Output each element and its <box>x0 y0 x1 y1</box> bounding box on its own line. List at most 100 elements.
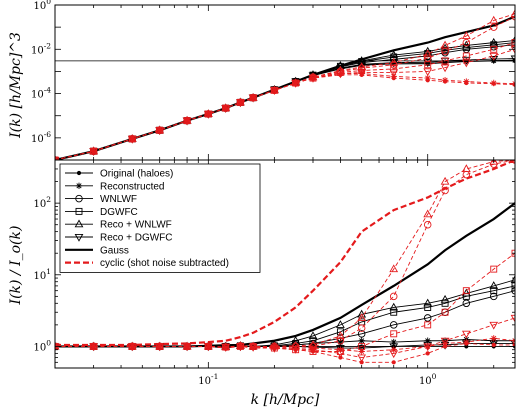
data-point <box>440 40 450 49</box>
series-line <box>55 58 515 160</box>
data-point <box>357 61 367 70</box>
data-point <box>90 343 97 350</box>
y-tick-label: 102 <box>33 195 51 210</box>
data-point <box>203 110 213 119</box>
data-point <box>390 338 397 346</box>
y-ticks <box>55 159 515 369</box>
data-point <box>248 94 258 103</box>
data-point <box>291 341 300 349</box>
data-point <box>424 74 431 82</box>
data-point <box>270 344 279 353</box>
series-1 <box>55 58 515 160</box>
data-point <box>236 343 245 352</box>
data-point <box>391 360 396 365</box>
data-point <box>182 117 192 126</box>
data-point <box>182 341 192 350</box>
data-point <box>423 298 433 307</box>
data-point <box>357 354 367 363</box>
x-ticks <box>54 5 495 160</box>
data-point <box>510 55 515 64</box>
data-point <box>389 264 399 273</box>
data-point <box>389 57 399 66</box>
data-point <box>248 341 258 350</box>
legend-label: cyclic (shot noise subtracted) <box>100 258 229 269</box>
data-point <box>489 292 498 301</box>
data-point <box>309 348 317 355</box>
data-point <box>489 37 499 46</box>
data-point <box>489 52 499 61</box>
data-point <box>490 287 498 295</box>
data-point <box>336 350 345 359</box>
data-point <box>424 60 431 67</box>
top-y-axis-label: I(k) [h/Mpc]^3 <box>8 32 24 139</box>
data-point <box>221 342 231 351</box>
data-point <box>205 110 212 118</box>
data-point <box>337 346 344 353</box>
data-point <box>510 46 515 55</box>
data-point <box>423 68 433 77</box>
legend-label: Gauss <box>100 245 129 256</box>
legend-label: Reco + WNLWF <box>100 220 172 231</box>
data-point <box>337 338 344 346</box>
data-point <box>358 337 365 344</box>
data-point <box>291 345 300 354</box>
data-point <box>89 343 98 352</box>
legend-marker <box>74 233 84 242</box>
data-point <box>309 337 317 345</box>
series-13 <box>55 314 515 363</box>
data-point <box>511 39 515 47</box>
data-point <box>89 148 98 156</box>
legend-entry: Reconstructed <box>65 181 164 192</box>
data-point <box>423 314 432 322</box>
data-point <box>489 15 499 24</box>
data-point <box>423 343 433 352</box>
data-point <box>357 330 366 338</box>
y-tick-label: 100 <box>33 338 51 353</box>
data-point <box>423 46 433 55</box>
series-5 <box>55 35 515 160</box>
series-line <box>55 59 515 160</box>
data-point <box>510 314 515 323</box>
series-6 <box>55 55 515 160</box>
x-tick-label: 10-1 <box>198 372 218 387</box>
bottom-panel: 100 101 102 10-1 100 <box>33 159 516 387</box>
data-point <box>357 324 366 332</box>
data-point <box>236 99 245 108</box>
data-point <box>461 330 471 339</box>
data-point <box>389 292 398 301</box>
legend-entry: Reco + WNLWF <box>65 219 172 231</box>
data-point <box>337 70 344 77</box>
data-point <box>462 38 471 47</box>
data-point <box>155 343 165 352</box>
data-point <box>423 49 433 58</box>
data-point <box>441 186 449 195</box>
legend-marker <box>76 170 82 176</box>
data-point <box>271 343 278 351</box>
data-point <box>461 40 471 49</box>
y-tick-label: 10-2 <box>31 41 51 56</box>
data-point <box>221 344 231 352</box>
legend-entry: Original (haloes) <box>65 169 173 180</box>
data-point <box>129 343 136 350</box>
data-point <box>489 56 499 64</box>
data-point <box>441 340 449 347</box>
data-point <box>127 134 137 142</box>
legend-entry: WNLWF <box>65 194 137 205</box>
data-point <box>423 341 433 350</box>
data-point <box>424 304 432 311</box>
data-point <box>309 74 317 82</box>
data-point <box>440 64 450 73</box>
top-panel: 10-6 10-4 10-2 100 <box>31 0 516 161</box>
data-point <box>461 56 471 65</box>
series-line <box>55 337 515 352</box>
data-point <box>462 287 470 295</box>
legend-marker <box>75 194 83 203</box>
data-point <box>441 77 449 84</box>
y-tick-label: 100 <box>33 0 51 12</box>
data-point <box>358 348 365 355</box>
data-point <box>221 103 231 112</box>
data-point <box>490 45 498 53</box>
data-point <box>127 343 137 352</box>
data-point <box>308 346 318 355</box>
data-point <box>308 75 318 83</box>
